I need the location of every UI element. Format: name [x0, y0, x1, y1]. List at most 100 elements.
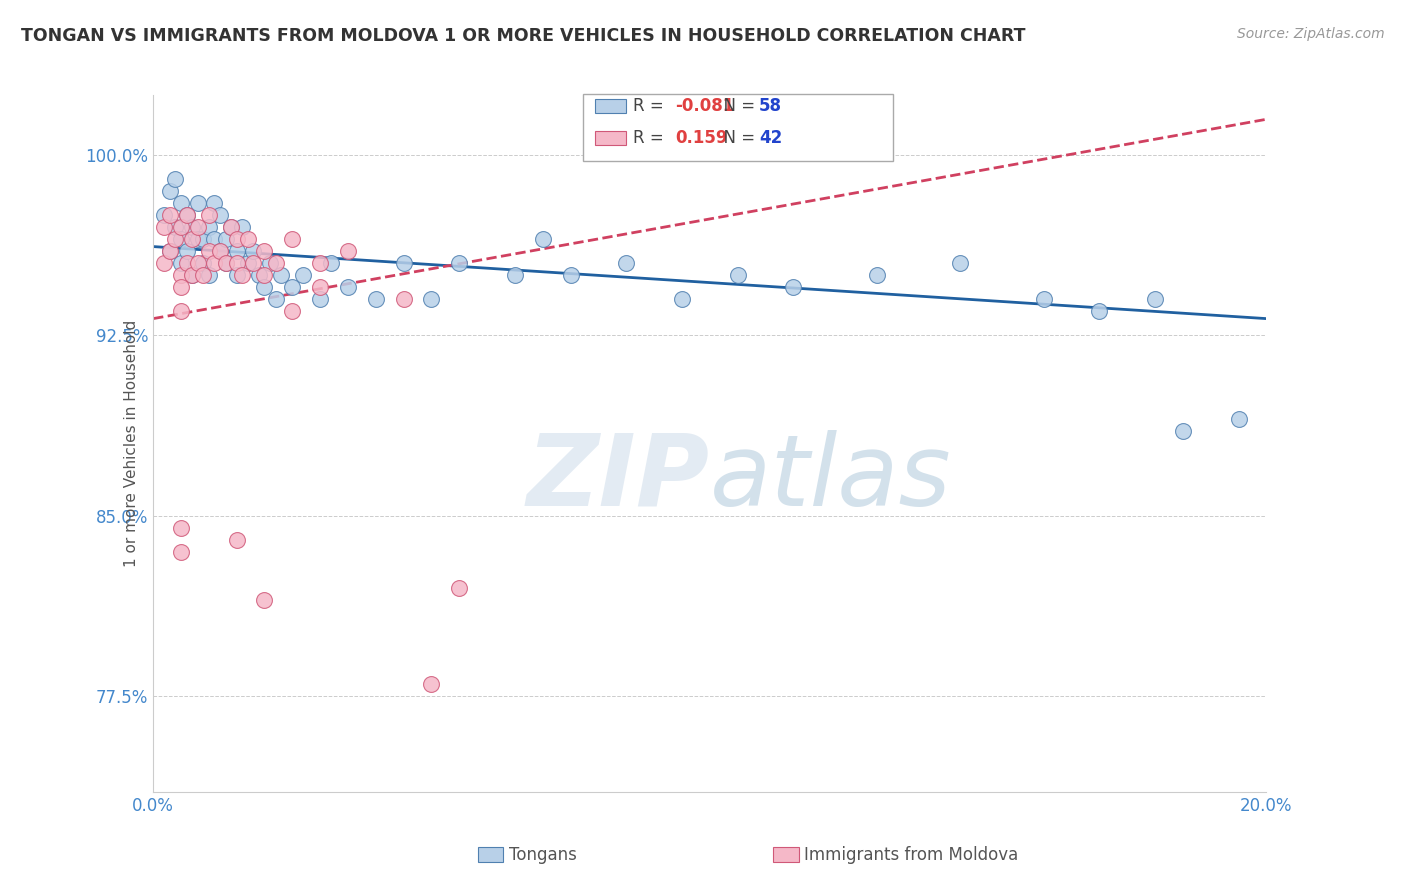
Point [165, 172, 187, 186]
Text: Source: ZipAtlas.com: Source: ZipAtlas.com [1237, 27, 1385, 41]
Point [242, 244, 264, 259]
Point [264, 256, 287, 270]
Point [420, 293, 443, 307]
Point [159, 244, 181, 259]
Point [170, 220, 193, 235]
Point [270, 268, 292, 283]
Point [671, 293, 693, 307]
Point [264, 293, 287, 307]
Point [198, 208, 221, 222]
Point [187, 256, 209, 270]
Point [187, 232, 209, 246]
Point [242, 256, 264, 270]
Point [253, 268, 276, 283]
Point [170, 520, 193, 534]
Point [202, 196, 225, 211]
Point [866, 268, 889, 283]
Point [309, 293, 332, 307]
Text: Immigrants from Moldova: Immigrants from Moldova [804, 846, 1018, 863]
Point [614, 256, 637, 270]
Y-axis label: 1 or more Vehicles in Household: 1 or more Vehicles in Household [124, 320, 139, 567]
Point [202, 256, 225, 270]
Point [208, 244, 231, 259]
Text: TONGAN VS IMMIGRANTS FROM MOLDOVA 1 OR MORE VEHICLES IN HOUSEHOLD CORRELATION CH: TONGAN VS IMMIGRANTS FROM MOLDOVA 1 OR M… [21, 27, 1025, 45]
Point [159, 185, 181, 199]
Text: R =: R = [633, 129, 669, 147]
Point [236, 232, 259, 246]
Text: 58: 58 [759, 97, 782, 115]
Point [219, 220, 242, 235]
Point [193, 268, 215, 283]
Point [225, 244, 247, 259]
Point [181, 268, 204, 283]
Point [165, 232, 187, 246]
Point [153, 256, 176, 270]
Point [727, 268, 749, 283]
Point [170, 196, 193, 211]
Point [159, 244, 181, 259]
Text: ZIP: ZIP [527, 430, 710, 527]
Point [449, 256, 471, 270]
Point [170, 544, 193, 558]
Point [321, 256, 343, 270]
Point [253, 592, 276, 607]
Point [198, 220, 221, 235]
Point [309, 256, 332, 270]
Point [208, 208, 231, 222]
Point [449, 581, 471, 595]
Point [503, 268, 526, 283]
Point [531, 232, 554, 246]
Point [392, 293, 415, 307]
Point [214, 232, 236, 246]
Point [1171, 425, 1194, 439]
Point [225, 533, 247, 547]
Point [231, 268, 253, 283]
Point [153, 208, 176, 222]
Point [165, 220, 187, 235]
Point [247, 268, 270, 283]
Point [782, 280, 804, 294]
Point [1032, 293, 1054, 307]
Point [170, 232, 193, 246]
Point [198, 244, 221, 259]
Point [202, 232, 225, 246]
Point [949, 256, 972, 270]
Text: R =: R = [633, 97, 669, 115]
Point [181, 232, 204, 246]
Point [208, 244, 231, 259]
Point [170, 304, 193, 318]
Point [176, 208, 198, 222]
Point [170, 256, 193, 270]
Point [219, 220, 242, 235]
Point [198, 268, 221, 283]
Point [231, 220, 253, 235]
Point [281, 280, 304, 294]
Point [193, 232, 215, 246]
Point [1143, 293, 1166, 307]
Point [225, 268, 247, 283]
Point [187, 196, 209, 211]
Point [181, 220, 204, 235]
Point [1088, 304, 1111, 318]
Text: 42: 42 [759, 129, 783, 147]
Point [176, 244, 198, 259]
Point [281, 304, 304, 318]
Point [187, 220, 209, 235]
Point [420, 676, 443, 690]
Point [253, 280, 276, 294]
Point [1227, 412, 1250, 426]
Point [225, 232, 247, 246]
Point [153, 220, 176, 235]
Text: 0.159: 0.159 [675, 129, 727, 147]
Point [236, 256, 259, 270]
Point [170, 268, 193, 283]
Point [253, 244, 276, 259]
Text: Tongans: Tongans [509, 846, 576, 863]
Point [309, 280, 332, 294]
Text: -0.081: -0.081 [675, 97, 734, 115]
Text: N =: N = [713, 97, 761, 115]
Point [281, 232, 304, 246]
Point [364, 293, 387, 307]
Point [336, 244, 359, 259]
Point [170, 280, 193, 294]
